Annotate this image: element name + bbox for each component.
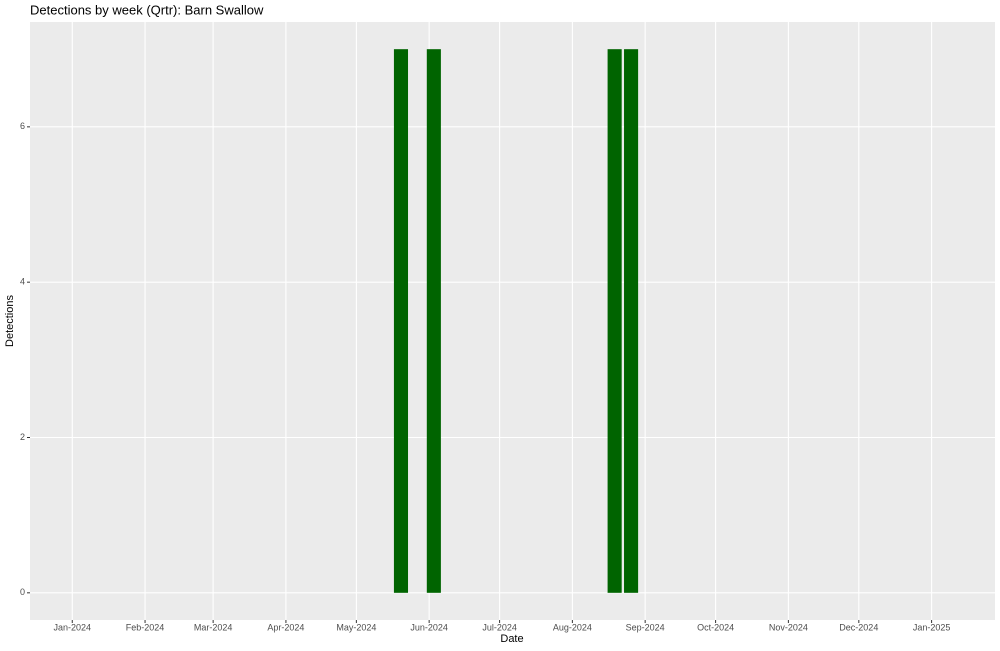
x-tick-label: Mar-2024 — [194, 622, 233, 632]
x-tick-label: Feb-2024 — [126, 622, 165, 632]
x-tick-label: May-2024 — [336, 622, 376, 632]
bar — [624, 49, 639, 593]
x-tick-label: Apr-2024 — [267, 622, 304, 632]
grid — [30, 22, 995, 620]
y-tick-label: 6 — [20, 121, 25, 131]
x-axis-title: Date — [500, 633, 523, 645]
y-axis-title: Detections — [4, 295, 16, 347]
x-tick-label: Dec-2024 — [839, 622, 878, 632]
chart-title: Detections by week (Qrtr): Barn Swallow — [30, 2, 264, 17]
x-tick-label: Jun-2024 — [410, 622, 448, 632]
x-tick-label: Jan-2025 — [913, 622, 951, 632]
y-tick-label: 0 — [20, 587, 25, 597]
bar — [426, 49, 441, 593]
x-tick-label: Aug-2024 — [553, 622, 592, 632]
bar — [393, 49, 409, 593]
x-tick-label: Jan-2024 — [53, 622, 91, 632]
x-tick-label: Sep-2024 — [626, 622, 665, 632]
x-tick-label: Nov-2024 — [769, 622, 808, 632]
x-tick-label: Oct-2024 — [697, 622, 734, 632]
y-tick-label: 2 — [20, 432, 25, 442]
bar — [607, 49, 622, 593]
plot-panel — [30, 22, 995, 620]
x-tick-label: Jul-2024 — [482, 622, 517, 632]
axes: 0 2 4 6 Jan-2024 Feb-2024 Mar-2024 Apr-2024 May-… — [20, 121, 950, 632]
y-tick-label: 4 — [20, 277, 25, 287]
marks — [393, 49, 639, 593]
